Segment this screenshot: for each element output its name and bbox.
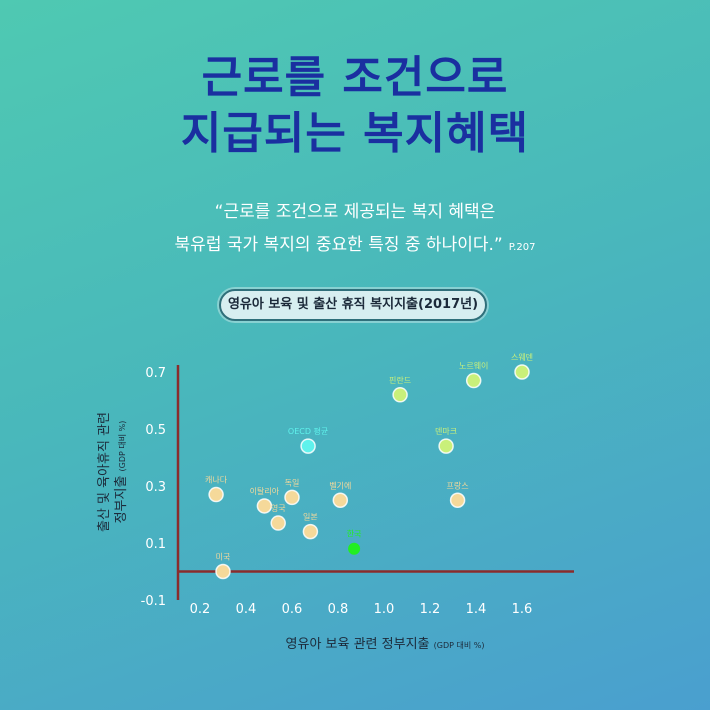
data-point <box>300 438 316 454</box>
x-tick-label: 0.2 <box>190 602 211 617</box>
data-point-label: 이탈리아 <box>250 486 280 496</box>
y-tick-label: 0.1 <box>145 537 166 552</box>
data-point <box>514 364 530 380</box>
data-point <box>465 372 482 389</box>
data-point-label: 프랑스 <box>447 480 469 490</box>
data-point-label: 독일 <box>285 478 300 487</box>
y-axis-title-line-2: 정부지출 (GDP 대비 %) <box>114 421 129 524</box>
data-point-label: 스웨덴 <box>511 352 533 362</box>
data-point <box>302 523 319 540</box>
x-tick-label: 1.2 <box>420 602 441 617</box>
data-point <box>215 563 231 580</box>
x-tick-label: 1.0 <box>374 602 395 617</box>
data-point-label: 벨기에 <box>329 480 351 490</box>
y-tick-label: 0.7 <box>145 366 166 381</box>
quote-line-1: “근로를 조건으로 제공되는 복지 혜택은 <box>214 202 496 222</box>
data-point <box>332 492 349 508</box>
y-tick-label: -0.1 <box>141 594 166 609</box>
y-tick-label: 0.5 <box>145 423 166 438</box>
x-tick-label: 0.4 <box>236 602 257 617</box>
data-point-label: 덴마크 <box>435 427 457 436</box>
data-point <box>449 492 466 508</box>
data-point-label: 영국 <box>271 503 286 513</box>
page-title: 근로를 조건으로 지급되는 복지혜택 <box>0 50 710 162</box>
x-axis-title: 영유아 보육 관련 정부지출 (GDP 대비 %) <box>286 637 485 652</box>
data-point-label: OECD 평균 <box>288 426 328 436</box>
data-point <box>284 489 300 506</box>
quote-line-2: 북유럽 국가 복지의 중요한 특징 중 하나이다.” <box>174 235 503 255</box>
chart-title: 영유아 보육 및 출산 휴직 복지지출(2017년) <box>219 289 487 321</box>
x-axis-unit: (GDP 대비 %) <box>434 641 485 650</box>
data-point <box>270 515 286 531</box>
data-point-label: 미국 <box>216 553 231 562</box>
title-line-2: 지급되는 복지혜택 <box>180 108 530 159</box>
data-point-label: 일본 <box>303 513 318 522</box>
y-tick-label: 0.3 <box>145 480 166 495</box>
data-point-label: 캐나다 <box>205 476 228 485</box>
x-tick-label: 0.8 <box>328 602 349 617</box>
data-point <box>256 498 273 514</box>
x-tick-label: 0.6 <box>282 602 303 617</box>
data-point <box>208 486 224 503</box>
quote-page-ref: P.207 <box>508 242 536 253</box>
data-point-label: 한국 <box>347 530 362 539</box>
quote: “근로를 조건으로 제공되는 복지 혜택은 북유럽 국가 복지의 중요한 특징 … <box>0 196 710 264</box>
y-axis-title: 출산 및 육아휴직 관련 정부지출 (GDP 대비 %) <box>97 412 129 532</box>
data-point <box>438 438 454 454</box>
title-line-1: 근로를 조건으로 <box>201 52 509 103</box>
x-tick-label: 1.4 <box>466 602 487 617</box>
y-axis-title-line-1: 출산 및 육아휴직 관련 <box>97 412 112 532</box>
data-point <box>348 542 361 555</box>
data-point-label: 노르웨이 <box>459 361 488 371</box>
data-point-label: 핀란드 <box>389 375 411 385</box>
data-point <box>392 387 408 403</box>
y-axis-unit: (GDP 대비 %) <box>118 421 127 472</box>
x-tick-label: 1.6 <box>512 602 533 617</box>
